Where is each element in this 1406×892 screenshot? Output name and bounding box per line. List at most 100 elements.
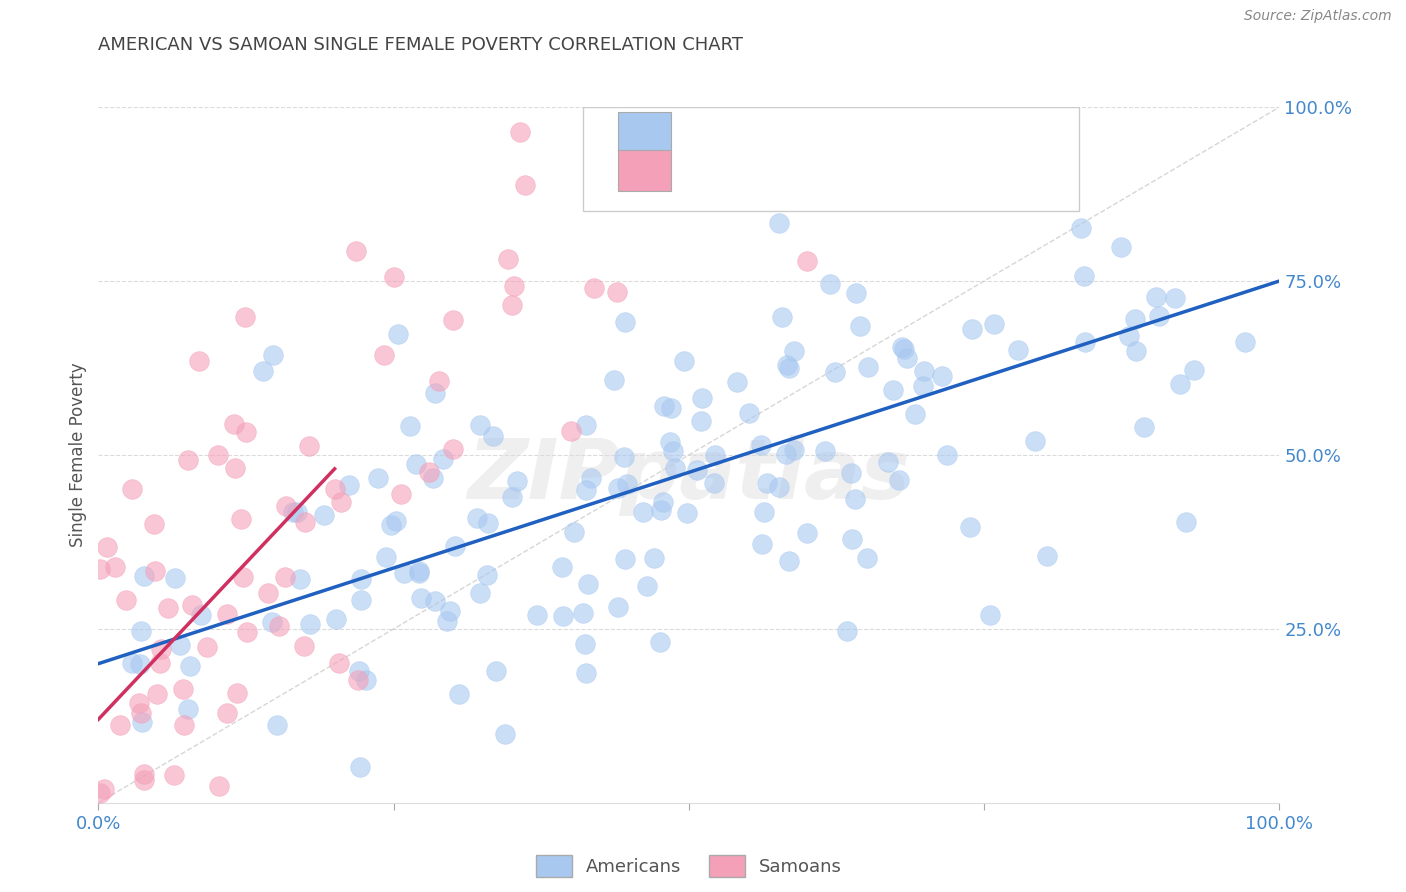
Point — [176, 701, 198, 715]
Point — [89, 786, 111, 800]
Point — [778, 554, 800, 568]
Point — [207, 779, 229, 793]
Point — [882, 383, 904, 397]
Point — [616, 477, 638, 491]
Point — [844, 491, 866, 506]
Text: ZIPpatlas: ZIPpatlas — [468, 435, 910, 516]
Point — [494, 727, 516, 741]
Point — [752, 505, 775, 519]
Point — [936, 448, 959, 462]
Text: R = 0.355: R = 0.355 — [689, 161, 796, 179]
Point — [1125, 344, 1147, 359]
Point — [173, 717, 195, 731]
Point — [169, 639, 191, 653]
Point — [824, 365, 846, 379]
Point — [770, 310, 793, 324]
Point — [328, 656, 350, 670]
Point — [217, 607, 239, 622]
Point — [1109, 240, 1132, 254]
Point — [983, 318, 1005, 332]
Point — [260, 615, 283, 629]
Point — [931, 369, 953, 384]
Point — [643, 550, 665, 565]
Point — [526, 607, 548, 622]
Point — [1073, 268, 1095, 283]
Point — [172, 681, 194, 696]
Bar — [619, 112, 671, 153]
Point — [411, 591, 433, 605]
Point — [603, 373, 626, 387]
Point — [673, 354, 696, 368]
Point — [501, 298, 523, 312]
Point — [422, 471, 444, 485]
Point — [470, 585, 492, 599]
Point — [575, 417, 598, 432]
Point — [465, 511, 488, 525]
Point — [501, 490, 523, 504]
Point — [235, 625, 257, 640]
Point — [441, 442, 464, 457]
Point — [225, 686, 247, 700]
Point — [96, 540, 118, 554]
Point — [180, 599, 202, 613]
Point — [349, 760, 371, 774]
Point — [576, 577, 599, 591]
Text: R = 0.639: R = 0.639 — [689, 122, 796, 142]
Point — [375, 549, 398, 564]
Point — [562, 525, 585, 540]
Point — [515, 178, 537, 192]
Point — [1035, 549, 1057, 563]
Point — [436, 614, 458, 628]
Point — [132, 767, 155, 781]
Point — [648, 635, 671, 649]
Point — [274, 500, 297, 514]
Point — [143, 564, 166, 578]
Text: AMERICAN VS SAMOAN SINGLE FEMALE POVERTY CORRELATION CHART: AMERICAN VS SAMOAN SINGLE FEMALE POVERTY… — [98, 36, 744, 54]
Point — [778, 360, 800, 375]
Point — [606, 285, 628, 299]
Y-axis label: Single Female Poverty: Single Female Poverty — [69, 363, 87, 547]
Point — [1164, 292, 1187, 306]
Point — [583, 281, 606, 295]
Point — [482, 428, 505, 442]
Point — [896, 351, 918, 365]
Point — [814, 444, 837, 458]
Point — [560, 424, 582, 438]
Point — [650, 503, 672, 517]
Point — [195, 640, 218, 655]
Point — [737, 406, 759, 420]
Point — [704, 448, 727, 462]
Bar — [619, 150, 671, 191]
Point — [132, 773, 155, 788]
Point — [432, 451, 454, 466]
Point — [749, 438, 772, 452]
Point — [636, 579, 658, 593]
Point — [856, 359, 879, 374]
Point — [427, 374, 450, 388]
Point — [128, 696, 150, 710]
Point — [128, 657, 150, 671]
Point — [484, 664, 506, 678]
Point — [619, 110, 641, 124]
Text: N =  73: N = 73 — [842, 161, 922, 179]
Point — [156, 601, 179, 615]
Point — [912, 364, 935, 378]
Point — [165, 571, 187, 585]
Point — [229, 511, 252, 525]
Point — [607, 600, 630, 615]
Point — [1070, 220, 1092, 235]
Point — [1144, 290, 1167, 304]
Point — [418, 465, 440, 479]
Point — [110, 718, 132, 732]
Point — [207, 449, 229, 463]
Point — [496, 252, 519, 266]
Point — [689, 414, 711, 428]
Point — [269, 618, 291, 632]
Point — [1024, 434, 1046, 448]
Point — [224, 417, 246, 431]
Point — [350, 572, 373, 586]
Point — [652, 399, 675, 413]
Point — [104, 559, 127, 574]
Point — [856, 550, 879, 565]
Point — [347, 673, 370, 687]
